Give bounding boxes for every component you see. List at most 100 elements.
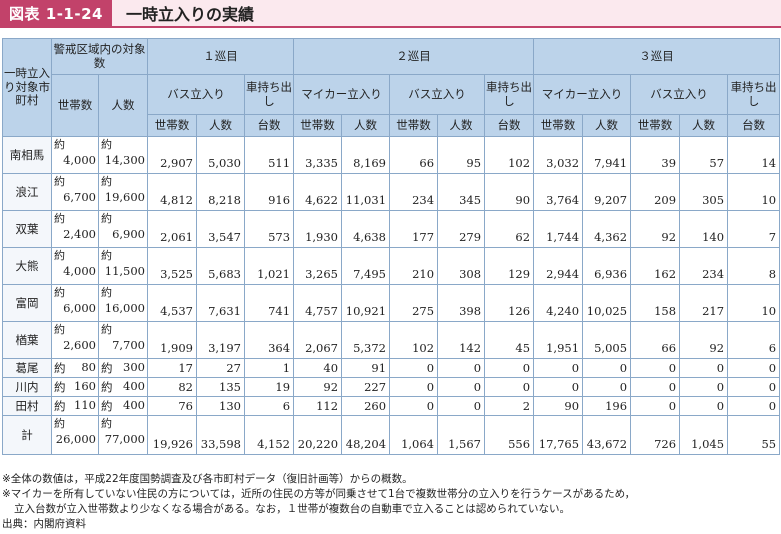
r3-mycar-people: 43,672 xyxy=(582,415,632,455)
r2-bus-people: 142 xyxy=(437,321,486,359)
r2-units: 90 xyxy=(484,173,535,211)
approx-value: 160 xyxy=(74,379,96,393)
r2-mycar-households: 4,622 xyxy=(293,173,343,211)
header-r1-bus-households: 世帯数 xyxy=(147,114,197,137)
approx-prefix: 約 xyxy=(101,417,112,430)
approx-prefix: 約 xyxy=(54,417,65,430)
r2-bus-households: 66 xyxy=(389,136,439,174)
r2-bus-households: 0 xyxy=(389,358,439,378)
approx-value: 77,000 xyxy=(104,432,145,446)
r2-bus-households: 1,064 xyxy=(389,415,439,455)
r2-units: 0 xyxy=(484,377,535,397)
r2-units: 2 xyxy=(484,396,535,416)
r3-units: 14 xyxy=(727,136,781,174)
r1-bus-households: 17 xyxy=(147,358,197,378)
r3-bus-households: 39 xyxy=(630,136,681,174)
r2-bus-households: 177 xyxy=(389,210,439,248)
header-r3-car-out: 車持ち出し xyxy=(727,74,781,115)
table-row: 田村約 110 約 400 76 130 6 112 260 0 0 2 90 196 0 0 0 xyxy=(2,396,781,416)
header-round3: ３巡目 xyxy=(533,38,781,75)
r2-mycar-households: 1,930 xyxy=(293,210,343,248)
approx-prefix: 約 xyxy=(54,380,66,394)
approx-value-cell: 約 6,000 xyxy=(51,284,99,322)
r2-bus-households: 275 xyxy=(389,284,439,322)
approx-value: 6,900 xyxy=(112,227,145,241)
r2-mycar-people: 8,169 xyxy=(341,136,391,174)
r2-units: 129 xyxy=(484,247,535,285)
r3-mycar-households: 17,765 xyxy=(533,415,584,455)
municipality-name: 浪江 xyxy=(2,173,52,211)
approx-value-cell: 約 14,300 xyxy=(98,136,148,174)
r3-units: 0 xyxy=(727,358,781,378)
approx-prefix: 約 xyxy=(101,361,113,375)
r1-units: 1 xyxy=(243,358,295,378)
table-row: 富岡約 6,000 約 16,000 4,537 7,631 741 4,757 10,921 2… xyxy=(2,284,781,322)
header-r3-mycar-households: 世帯数 xyxy=(533,114,584,137)
r3-mycar-households: 2,944 xyxy=(533,247,584,285)
r2-mycar-households: 4,757 xyxy=(293,284,343,322)
r3-bus-people: 0 xyxy=(679,396,729,416)
header-r3-units: 台数 xyxy=(727,114,781,137)
table-row: 楢葉約 2,600 約 7,700 1,909 3,197 364 2,067 5,372 102… xyxy=(2,321,781,359)
r3-bus-households: 162 xyxy=(630,247,681,285)
r3-bus-people: 92 xyxy=(679,321,729,359)
municipality-name: 大熊 xyxy=(2,247,52,285)
approx-value-cell: 約 6,700 xyxy=(51,173,99,211)
header-people: 人数 xyxy=(98,74,148,137)
r1-units: 511 xyxy=(243,136,295,174)
municipality-name: 双葉 xyxy=(2,210,52,248)
approx-prefix: 約 xyxy=(101,399,113,413)
r2-bus-households: 0 xyxy=(389,396,439,416)
results-table: 一時立入り対象市町村 警戒区域内の対象数 １巡目 ２巡目 ３巡目 世帯数 人数 … xyxy=(2,38,781,455)
approx-value: 26,000 xyxy=(55,432,96,446)
r2-bus-people: 0 xyxy=(437,396,486,416)
r1-bus-people: 8,218 xyxy=(196,173,245,211)
approx-value: 6,000 xyxy=(63,301,96,315)
header-r2-units: 台数 xyxy=(484,114,535,137)
r3-mycar-people: 0 xyxy=(582,377,632,397)
approx-value-cell: 約 4,000 xyxy=(51,247,99,285)
r3-mycar-households: 0 xyxy=(533,358,584,378)
r2-units: 62 xyxy=(484,210,535,248)
approx-value: 2,600 xyxy=(63,338,96,352)
approx-prefix: 約 xyxy=(101,138,112,151)
table-row: 浪江約 6,700 約 19,600 4,812 8,218 916 4,622 11,031 2… xyxy=(2,173,781,211)
r3-mycar-people: 0 xyxy=(582,358,632,378)
approx-value-cell: 約 2,400 xyxy=(51,210,99,248)
municipality-name: 富岡 xyxy=(2,284,52,322)
approx-value: 6,700 xyxy=(63,190,96,204)
r2-mycar-households: 92 xyxy=(293,377,343,397)
r3-mycar-people: 10,025 xyxy=(582,284,632,322)
approx-prefix: 約 xyxy=(101,286,112,299)
table-row: 川内約 160 約 400 82 135 19 92 227 0 0 0 0 0 0 0 0 xyxy=(2,377,781,397)
r2-bus-people: 345 xyxy=(437,173,486,211)
approx-value: 4,000 xyxy=(63,264,96,278)
r3-mycar-households: 4,240 xyxy=(533,284,584,322)
approx-value: 110 xyxy=(74,398,96,412)
r3-bus-households: 0 xyxy=(630,396,681,416)
r1-units: 364 xyxy=(243,321,295,359)
r1-bus-people: 5,683 xyxy=(196,247,245,285)
r3-units: 55 xyxy=(727,415,781,455)
r2-mycar-households: 2,067 xyxy=(293,321,343,359)
r1-bus-people: 27 xyxy=(196,358,245,378)
r2-mycar-people: 4,638 xyxy=(341,210,391,248)
r3-bus-households: 158 xyxy=(630,284,681,322)
r2-units: 0 xyxy=(484,358,535,378)
header-r3-mycar-people: 人数 xyxy=(582,114,632,137)
approx-value: 4,000 xyxy=(63,153,96,167)
r3-bus-people: 140 xyxy=(679,210,729,248)
r1-bus-households: 19,926 xyxy=(147,415,197,455)
r1-bus-households: 1,909 xyxy=(147,321,197,359)
r1-bus-households: 76 xyxy=(147,396,197,416)
r2-bus-households: 234 xyxy=(389,173,439,211)
approx-prefix: 約 xyxy=(101,249,112,262)
r1-bus-people: 33,598 xyxy=(196,415,245,455)
footnotes: ※全体の数値は，平成22年度国勢調査及び各市町村データ（復旧計画等）からの概数。… xyxy=(2,472,779,532)
header-r2-bus-people: 人数 xyxy=(437,114,486,137)
r2-mycar-people: 10,921 xyxy=(341,284,391,322)
r1-units: 4,152 xyxy=(243,415,295,455)
approx-prefix: 約 xyxy=(54,212,65,225)
footnote-2b: 立入台数が立入世帯数より少なくなる場合がある。なお，１世帯が複数台の自動車で立入… xyxy=(14,503,570,515)
approx-value-cell: 約 160 xyxy=(51,377,99,397)
